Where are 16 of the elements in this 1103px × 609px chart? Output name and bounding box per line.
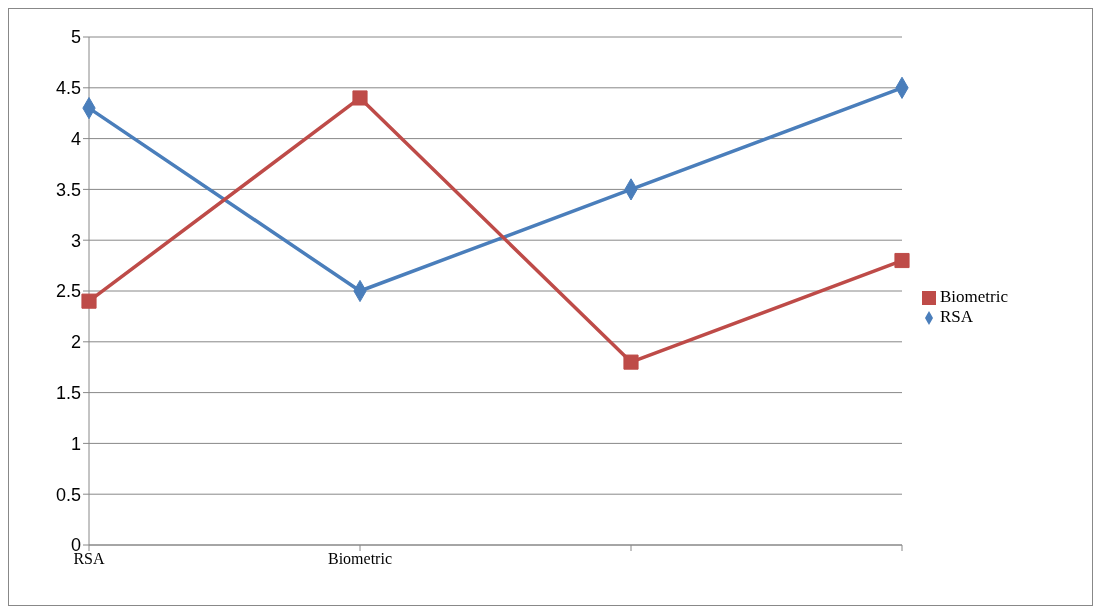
point <box>352 90 368 106</box>
point <box>623 354 639 370</box>
y-tick-label: 3 <box>70 230 81 251</box>
point <box>894 252 910 269</box>
y-tick-label: 0.5 <box>55 484 81 505</box>
point <box>81 293 97 309</box>
y-tick-label: 4 <box>70 128 81 149</box>
y-tick-label: 2.5 <box>55 281 81 302</box>
legend-label: RSA <box>940 307 974 326</box>
y-tick-label: 1.5 <box>55 382 81 403</box>
y-tick-label: 3.5 <box>55 179 81 200</box>
y-tick-label: 2 <box>70 332 81 353</box>
y-tick-label: 5 <box>70 27 81 48</box>
legend-label: Biometric <box>940 287 1008 306</box>
y-tick-label: 1 <box>70 433 81 454</box>
y-tick-label: 4.5 <box>55 78 81 99</box>
